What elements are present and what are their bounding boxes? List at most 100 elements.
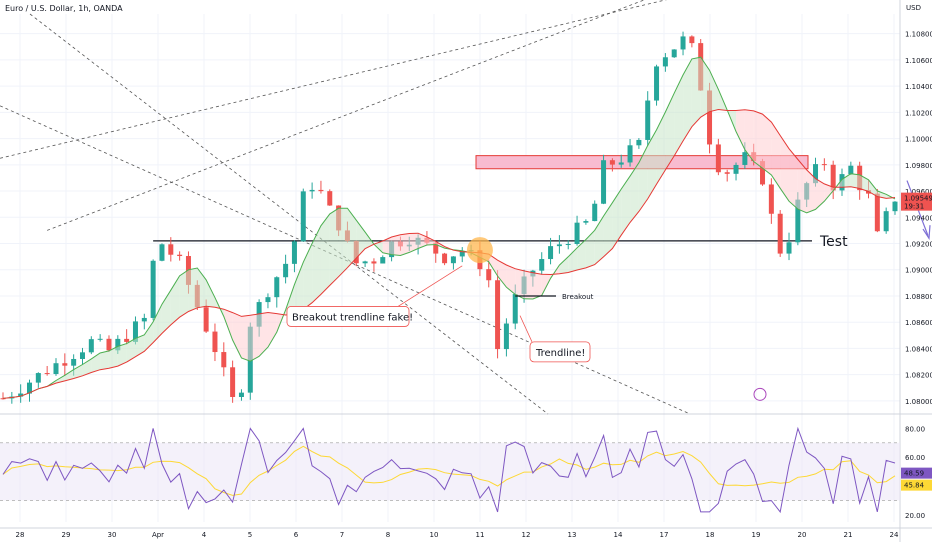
candle-body [283, 263, 289, 278]
trendline-callout-box [529, 341, 591, 363]
rsi-ma-line [2, 445, 896, 496]
candle-body [724, 172, 730, 174]
ma-cloud-segment [753, 110, 763, 169]
candle-body [883, 211, 889, 232]
price-tick-14: 1.10800 [905, 31, 932, 39]
lightning-icon [753, 387, 767, 401]
breakout-label: Breakout [562, 293, 594, 301]
ma-cloud-segment [700, 57, 710, 118]
rsi-value: 48.59 [904, 470, 924, 478]
time-tick-14: 17 [660, 531, 669, 539]
candle-body [565, 244, 571, 246]
price-tick-11: 1.10200 [905, 109, 932, 117]
lower-channel-line [29, 13, 549, 415]
ma-cloud-segment [612, 189, 622, 249]
time-tick-0: 28 [16, 531, 25, 539]
candle-body [662, 57, 668, 67]
time-tick-15: 18 [706, 531, 715, 539]
candle-body [88, 339, 94, 353]
candle-body [742, 152, 748, 165]
ma-cloud-segment [815, 178, 825, 210]
ma-cloud-segment [797, 159, 807, 213]
candle-body [132, 321, 138, 342]
price-tick-8: 1.09600 [905, 188, 932, 196]
ma-cloud-segment [117, 343, 127, 367]
candle-body [115, 338, 121, 351]
time-tick-3: Apr [152, 531, 164, 539]
ma-cloud-segment [665, 93, 675, 170]
candle-body [291, 241, 297, 264]
candle-body [654, 66, 660, 101]
candle-body [433, 242, 439, 254]
candle-body [645, 100, 651, 140]
axes: USD 1.08000 1.08200 1.08400 1.08600 1.08800 1.… [16, 4, 932, 539]
candle-body [574, 222, 580, 245]
candle-body [380, 257, 386, 264]
ma-cloud-segment [64, 369, 74, 381]
price-tick-2: 1.08400 [905, 345, 932, 353]
candle-body [230, 367, 236, 397]
candle-body [848, 165, 854, 175]
candle-body [0, 398, 6, 400]
candle-body [627, 145, 633, 163]
time-tick-16: 19 [752, 531, 761, 539]
moving-averages [2, 56, 896, 399]
time-tick-6: 6 [294, 531, 299, 539]
candle-body [44, 373, 50, 375]
ma-cloud-segment [320, 213, 330, 295]
candle-body [813, 164, 819, 184]
ma-cloud-segment [144, 321, 154, 352]
candle-body [362, 261, 368, 264]
candle-body [79, 352, 85, 359]
ma-cloud-segment [108, 346, 118, 369]
candle-body [548, 246, 554, 260]
price-tick-7: 1.09400 [905, 214, 932, 222]
candle-body [636, 139, 642, 146]
countdown-value: 19:31 [904, 203, 924, 211]
candle-body [35, 373, 41, 383]
candle-body [768, 184, 774, 214]
candle-body [680, 36, 686, 50]
price-tick-0: 1.08000 [905, 398, 932, 406]
ma-cloud-segment [515, 268, 525, 299]
ma-cloud-segment [409, 233, 419, 253]
ma-cloud-segment [347, 208, 357, 268]
candle-body [238, 392, 244, 397]
ma-cloud-segment [135, 334, 145, 357]
ma-cloud-segment [223, 309, 233, 341]
ma-cloud-segment [691, 57, 701, 127]
candle-body [97, 338, 103, 340]
candle-body [62, 363, 68, 366]
rsi-tick-3: 80.00 [905, 425, 925, 433]
ma-cloud-segment [206, 279, 215, 308]
candle-body [715, 144, 721, 173]
rsi-line [2, 426, 896, 514]
candle-body [124, 338, 130, 342]
ma-cloud-segment [762, 114, 772, 176]
candle-body [71, 358, 77, 366]
currency-label: USD [906, 4, 921, 12]
last-price-badge [901, 192, 932, 211]
ma-cloud-segment [488, 254, 498, 277]
candle-body [106, 338, 112, 351]
breakout-highlight [466, 237, 493, 264]
price-tick-9: 1.09800 [905, 162, 932, 170]
ma-cloud-segment [638, 145, 648, 212]
candle-body [26, 382, 32, 394]
price-tick-5: 1.09000 [905, 267, 932, 275]
candle-body [486, 269, 492, 281]
ma-cloud-segment [674, 75, 684, 156]
candle-body [18, 393, 24, 397]
ma-cloud-segment [179, 269, 189, 318]
ma-cloud-segment [294, 262, 304, 315]
time-tick-17: 20 [798, 531, 807, 539]
ma-cloud-segment [126, 338, 136, 363]
time-tick-2: 30 [108, 531, 117, 539]
candle-body [300, 191, 306, 242]
trendline-callout-text: Trendline! [535, 348, 585, 359]
ma-cloud-segment [391, 234, 401, 256]
price-tick-12: 1.10400 [905, 83, 932, 91]
candle-body [442, 253, 448, 264]
rsi-pane [0, 426, 900, 514]
